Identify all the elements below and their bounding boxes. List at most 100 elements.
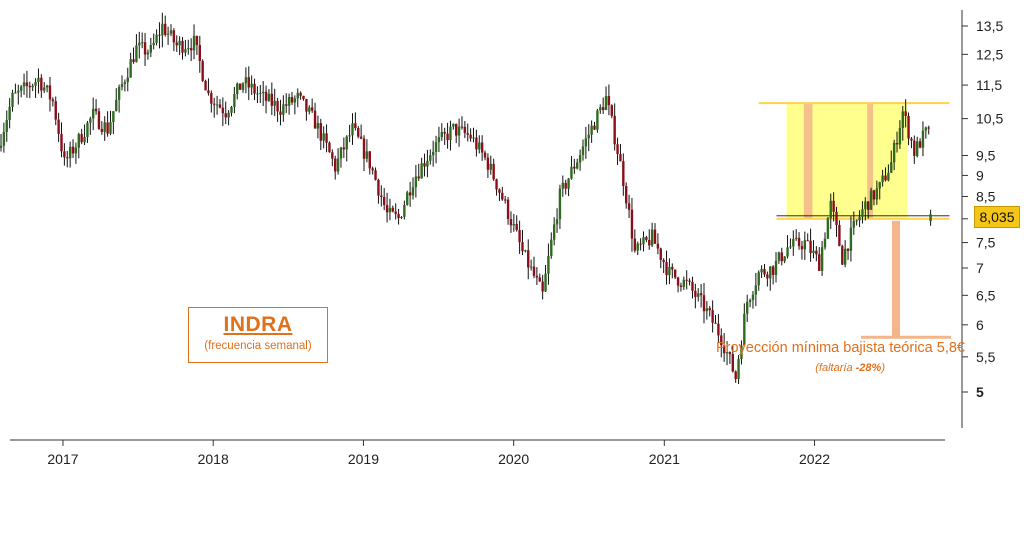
candle bbox=[478, 135, 481, 154]
candle-body bbox=[120, 84, 124, 87]
candle bbox=[394, 203, 397, 220]
candle-body bbox=[166, 33, 170, 35]
candle-body bbox=[276, 100, 279, 112]
candle-body bbox=[691, 281, 694, 291]
candle bbox=[457, 118, 461, 147]
candle bbox=[328, 141, 331, 153]
candle bbox=[792, 230, 795, 256]
candle bbox=[290, 91, 294, 105]
candle-body bbox=[322, 133, 325, 141]
candle bbox=[725, 341, 729, 366]
candle-body bbox=[590, 125, 593, 135]
chart-subtitle: (frecuencia semanal) bbox=[204, 340, 312, 352]
candle-body bbox=[106, 122, 109, 134]
candle-body bbox=[60, 133, 63, 152]
candle-body bbox=[486, 157, 490, 170]
candle bbox=[187, 39, 190, 55]
candle bbox=[815, 246, 818, 262]
candle-body bbox=[123, 82, 127, 85]
candle bbox=[403, 200, 406, 220]
candle-body bbox=[397, 213, 400, 219]
candle-body bbox=[492, 163, 495, 180]
y-tick-label: 5 bbox=[976, 384, 984, 400]
candle bbox=[697, 288, 700, 302]
candle-body bbox=[924, 127, 928, 131]
candle bbox=[786, 235, 789, 259]
candle-body bbox=[354, 123, 357, 129]
candle bbox=[645, 235, 648, 243]
candle-body bbox=[256, 93, 259, 95]
candle-body bbox=[316, 123, 320, 129]
candle bbox=[846, 248, 850, 260]
candle-body bbox=[697, 293, 700, 297]
candle-body bbox=[671, 266, 674, 270]
candle-body bbox=[593, 125, 596, 130]
candle bbox=[440, 123, 444, 141]
candle bbox=[679, 282, 683, 292]
candle-body bbox=[527, 250, 530, 268]
candle bbox=[466, 123, 469, 142]
candle-body bbox=[17, 90, 20, 93]
candle bbox=[558, 184, 562, 229]
candle-body bbox=[54, 101, 57, 120]
chart-background-layer bbox=[758, 102, 952, 339]
candle bbox=[535, 267, 539, 286]
candle-body bbox=[746, 301, 749, 314]
candle-body bbox=[835, 211, 838, 226]
candle bbox=[472, 127, 475, 143]
candle-body bbox=[368, 151, 371, 169]
candle bbox=[884, 167, 887, 182]
candle bbox=[207, 78, 210, 96]
x-tick-label: 2018 bbox=[198, 451, 229, 467]
candle bbox=[653, 223, 657, 244]
candle bbox=[852, 211, 856, 235]
candle bbox=[613, 103, 616, 151]
candle-body bbox=[28, 85, 32, 88]
candle-body bbox=[786, 247, 789, 257]
candle bbox=[648, 229, 651, 250]
highlight-bar bbox=[867, 103, 873, 219]
candle bbox=[541, 274, 544, 300]
axes-layer: 2017 2018 2019 2020 2021 2022 13,5 12,5 11,5 10,5… bbox=[10, 10, 1003, 467]
candle-body bbox=[302, 95, 305, 100]
candle-body bbox=[313, 110, 317, 129]
candle bbox=[570, 156, 573, 180]
candle bbox=[460, 116, 464, 130]
candle-body bbox=[189, 48, 193, 51]
candle-body bbox=[423, 163, 426, 167]
candle bbox=[743, 303, 746, 347]
candle bbox=[455, 123, 458, 144]
highlight-bar bbox=[803, 103, 813, 219]
candle-body bbox=[498, 189, 501, 193]
candle bbox=[665, 250, 668, 285]
candle bbox=[633, 229, 637, 253]
projection-sub-prefix: (faltaría bbox=[815, 362, 856, 374]
candle-body bbox=[820, 247, 824, 271]
y-tick-label: 11,5 bbox=[976, 77, 1002, 93]
candle bbox=[561, 175, 565, 197]
candle-body bbox=[37, 77, 40, 83]
candle bbox=[757, 270, 760, 291]
candle-body bbox=[725, 352, 729, 354]
candle bbox=[685, 270, 688, 290]
candle bbox=[636, 241, 639, 256]
candle bbox=[604, 86, 608, 111]
candle-body bbox=[601, 107, 605, 110]
candle-body bbox=[841, 245, 844, 265]
candle-body bbox=[146, 52, 150, 55]
candle bbox=[54, 96, 57, 126]
candle bbox=[273, 88, 276, 117]
candle-body bbox=[11, 92, 14, 107]
candle bbox=[175, 35, 178, 52]
candle bbox=[106, 111, 109, 137]
candle bbox=[835, 206, 838, 237]
candle-body bbox=[852, 220, 856, 228]
candle bbox=[48, 77, 52, 112]
candle-body bbox=[8, 106, 11, 121]
candle-body bbox=[115, 99, 118, 112]
candle-body bbox=[561, 182, 565, 189]
candle-body bbox=[184, 49, 187, 53]
candle-body bbox=[910, 138, 913, 141]
candle-body bbox=[581, 146, 585, 156]
candle-body bbox=[305, 99, 308, 112]
